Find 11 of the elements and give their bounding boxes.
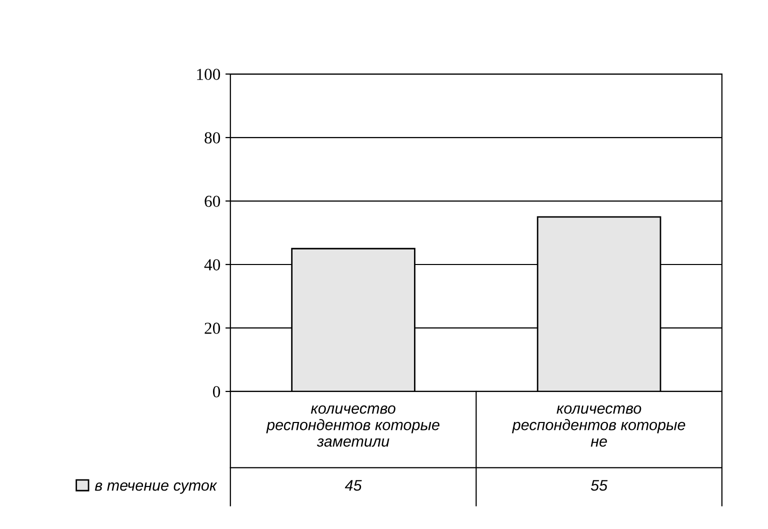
x-tick-label: количество респондентов которые заметили — [266, 405, 440, 447]
x-tick-label: количество респондентов которые не — [512, 405, 686, 447]
y-tick-label: 80 — [204, 132, 220, 144]
y-tick-label: 100 — [197, 68, 220, 80]
data-label: 45 — [344, 480, 362, 491]
y-tick-label: 40 — [204, 259, 220, 270]
legend-label: в течение суток — [94, 482, 218, 494]
data-label: 55 — [590, 480, 608, 491]
y-tick-label: 20 — [204, 322, 220, 334]
y-tick-label: 60 — [204, 196, 220, 207]
y-tick-label: 0 — [212, 386, 220, 398]
